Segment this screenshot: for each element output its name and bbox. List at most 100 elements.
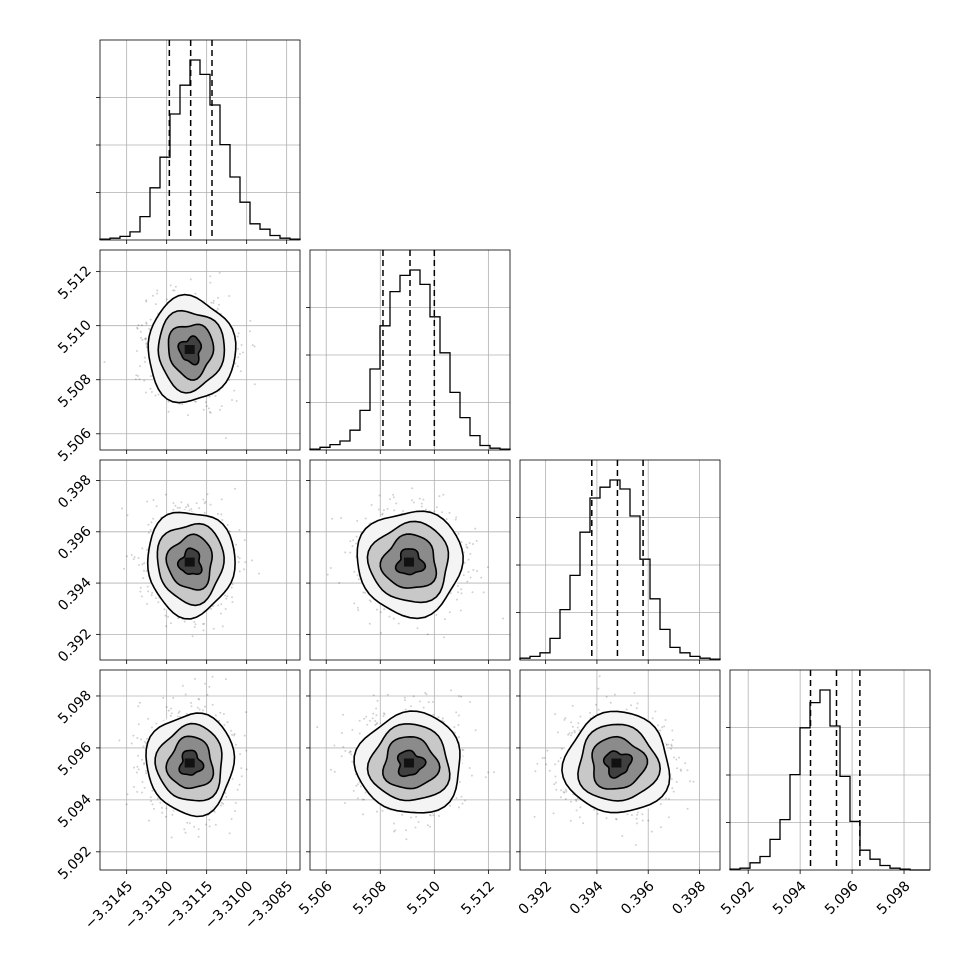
sample-point [253,345,256,348]
sample-point [138,701,141,704]
sample-point [377,508,380,511]
sample-point [191,635,194,638]
sample-point [217,296,219,299]
sample-point [188,822,191,825]
sample-point [230,818,233,820]
sample-point [151,789,154,792]
sample-point [404,708,407,711]
sample-point [150,391,153,393]
sample-point [442,493,445,496]
sample-point [455,797,458,799]
y-tick-label: 5.094 [55,791,95,831]
sample-point [171,813,174,816]
sample-point [176,506,179,509]
sample-point [132,734,135,737]
sample-point [475,539,478,542]
sample-point [207,407,210,410]
sample-point [137,723,140,726]
sample-point [412,501,415,504]
sample-point [156,289,159,292]
sample-point [221,625,224,628]
sample-point [424,692,427,694]
sample-point [143,763,145,766]
density-peak [404,557,414,567]
sample-point [238,783,241,786]
sample-point [141,758,144,761]
sample-point [145,345,148,348]
sample-point [458,806,460,809]
y-tick-label: 5.508 [55,371,95,411]
sample-point [234,362,237,365]
sample-point [437,716,440,719]
sample-point [144,337,147,340]
sample-point [189,278,192,281]
sample-point [133,766,135,769]
sample-point [464,799,467,802]
panel-frame [309,249,511,451]
sample-point [209,503,212,506]
sample-point [480,576,483,579]
sample-point [143,740,146,743]
contour-line [356,510,464,620]
sample-point [151,726,153,729]
sample-point [210,607,213,610]
sample-point [364,591,366,594]
sample-point [144,360,146,363]
sample-point [224,678,227,681]
sample-point [190,705,193,708]
sample-point [146,602,148,605]
sample-point [418,700,421,703]
sample-point [243,734,246,737]
sample-point [403,696,406,699]
sample-point [470,774,473,777]
histogram-step [99,59,301,240]
sample-point [349,540,352,543]
sample-point [476,570,479,572]
sample-point [449,592,452,595]
sample-point [140,324,143,327]
sample-point [174,504,177,507]
density-peak [184,557,195,567]
sample-point [456,585,459,587]
sample-point [220,612,222,615]
contour-line [366,520,450,604]
sample-point [205,405,208,408]
sample-point [140,791,143,794]
sample-point [208,685,211,688]
sample-point [202,408,205,411]
sample-point [460,795,463,798]
sample-point [145,322,148,325]
sample-point [198,698,201,701]
sample-point [362,813,365,816]
sample-point [172,508,175,511]
sample-point [194,623,197,626]
sample-point [231,399,233,401]
sample-point [236,365,239,368]
sample-point [202,709,204,712]
sample-point [203,622,206,625]
sample-point [362,591,365,594]
y-tick-label: 5.096 [55,739,95,779]
sample-point [355,535,358,538]
sample-point [416,627,419,630]
sample-point [351,760,354,763]
sample-point [372,712,375,715]
sample-point [378,494,381,497]
sample-point [151,803,154,806]
sample-point [340,517,343,519]
sample-point [450,689,452,692]
sample-point [235,543,238,546]
sample-point [155,505,158,508]
sample-point [670,743,673,746]
sample-point [429,814,432,817]
sample-point [194,677,196,680]
sample-point [138,564,140,566]
sample-point [237,555,239,558]
contour-line [146,511,236,620]
sample-point [410,705,412,708]
sample-point [234,801,237,804]
x-tick-label: 5.508 [350,878,390,918]
y-tick-label: 0.392 [55,626,95,666]
sample-point [118,739,121,742]
sample-point [220,405,223,408]
